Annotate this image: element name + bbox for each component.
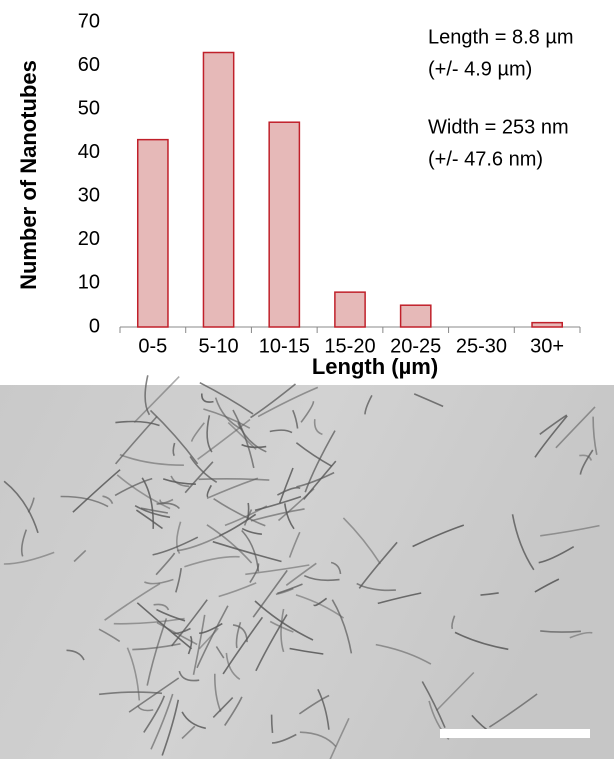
y-tick-label: 0	[89, 315, 100, 337]
scale-bar	[440, 729, 590, 738]
y-tick-label: 70	[78, 10, 100, 32]
bar	[203, 53, 233, 328]
bar	[269, 122, 299, 327]
annotation: (+/- 47.6 nm)	[428, 148, 543, 170]
micrograph	[0, 385, 614, 759]
y-axis-title: Number of Nanotubes	[16, 60, 41, 290]
bar	[138, 140, 168, 327]
annotation: (+/- 4.9 µm)	[428, 58, 532, 80]
nanotube	[272, 715, 273, 733]
bar	[532, 323, 562, 327]
y-tick-label: 20	[78, 228, 100, 250]
bar	[335, 292, 365, 327]
y-tick-label: 60	[78, 54, 100, 76]
x-tick-label: 5-10	[199, 335, 239, 357]
y-tick-label: 50	[78, 97, 100, 119]
bar	[401, 305, 431, 327]
x-tick-label: 10-15	[259, 335, 310, 357]
y-tick-label: 10	[78, 272, 100, 294]
y-tick-label: 40	[78, 141, 100, 163]
x-tick-label: 30+	[530, 335, 564, 357]
annotation: Width = 253 nm	[428, 116, 569, 138]
y-tick-label: 30	[78, 185, 100, 207]
x-tick-label: 25-30	[456, 335, 507, 357]
annotation: Length = 8.8 µm	[428, 26, 574, 48]
x-axis-title: Length (µm)	[312, 354, 438, 379]
x-tick-label: 0-5	[138, 335, 167, 357]
figure: 0102030405060700-55-1010-1515-2020-2525-…	[0, 0, 614, 759]
